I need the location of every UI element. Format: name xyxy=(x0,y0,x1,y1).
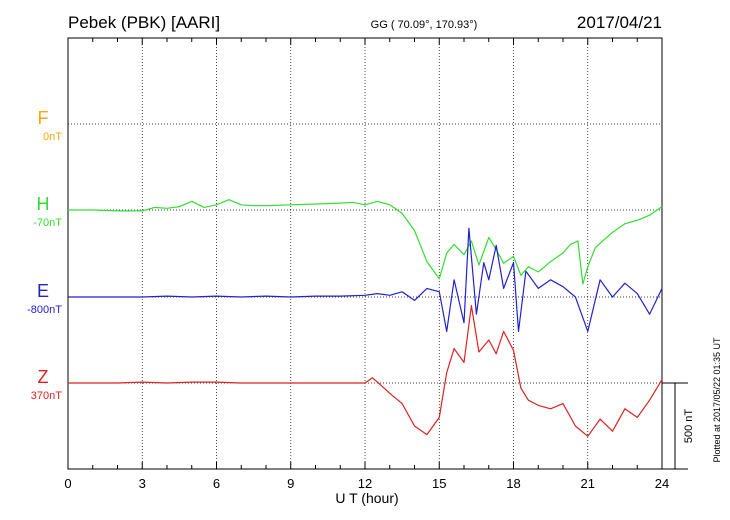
component-baseline-h: -70nT xyxy=(33,217,62,229)
component-label-f: F xyxy=(38,108,49,128)
x-tick-label: 21 xyxy=(581,476,595,491)
series-layer xyxy=(68,199,663,437)
series-line-e xyxy=(68,227,663,332)
station-title: Pebek (PBK) [AARI] xyxy=(68,13,220,32)
component-baseline-e: -800nT xyxy=(27,304,62,316)
grid-layer xyxy=(68,38,662,469)
component-label-h: H xyxy=(37,194,50,214)
plotted-at-note: Plotted at 2017/05/22 01:35 UT xyxy=(712,337,722,463)
x-tick-label: 0 xyxy=(64,476,71,491)
component-baseline-z: 370nT xyxy=(31,390,62,402)
x-tick-label: 3 xyxy=(139,476,146,491)
scale-bar: 500 nT xyxy=(662,382,695,470)
x-axis: 0 3 6 9 12 15 18 21 24 xyxy=(64,38,669,491)
component-label-z: Z xyxy=(38,367,49,387)
component-labels: F 0nT H -70nT E -800nT Z 370nT xyxy=(27,108,62,402)
x-tick-label: 15 xyxy=(432,476,446,491)
x-tick-label: 6 xyxy=(213,476,220,491)
scale-bar-label: 500 nT xyxy=(683,409,695,444)
series-line-h xyxy=(68,199,663,285)
component-baseline-f: 0nT xyxy=(43,131,62,143)
x-tick-label: 9 xyxy=(287,476,294,491)
station-coords: GG ( 70.09°, 170.93°) xyxy=(371,19,478,31)
component-label-e: E xyxy=(37,281,49,301)
x-tick-label: 12 xyxy=(358,476,372,491)
plot-date: 2017/04/21 xyxy=(577,13,662,32)
series-line-z xyxy=(68,305,663,437)
x-axis-label: U T (hour) xyxy=(335,490,398,506)
x-tick-label: 24 xyxy=(655,476,669,491)
x-tick-label: 18 xyxy=(506,476,520,491)
